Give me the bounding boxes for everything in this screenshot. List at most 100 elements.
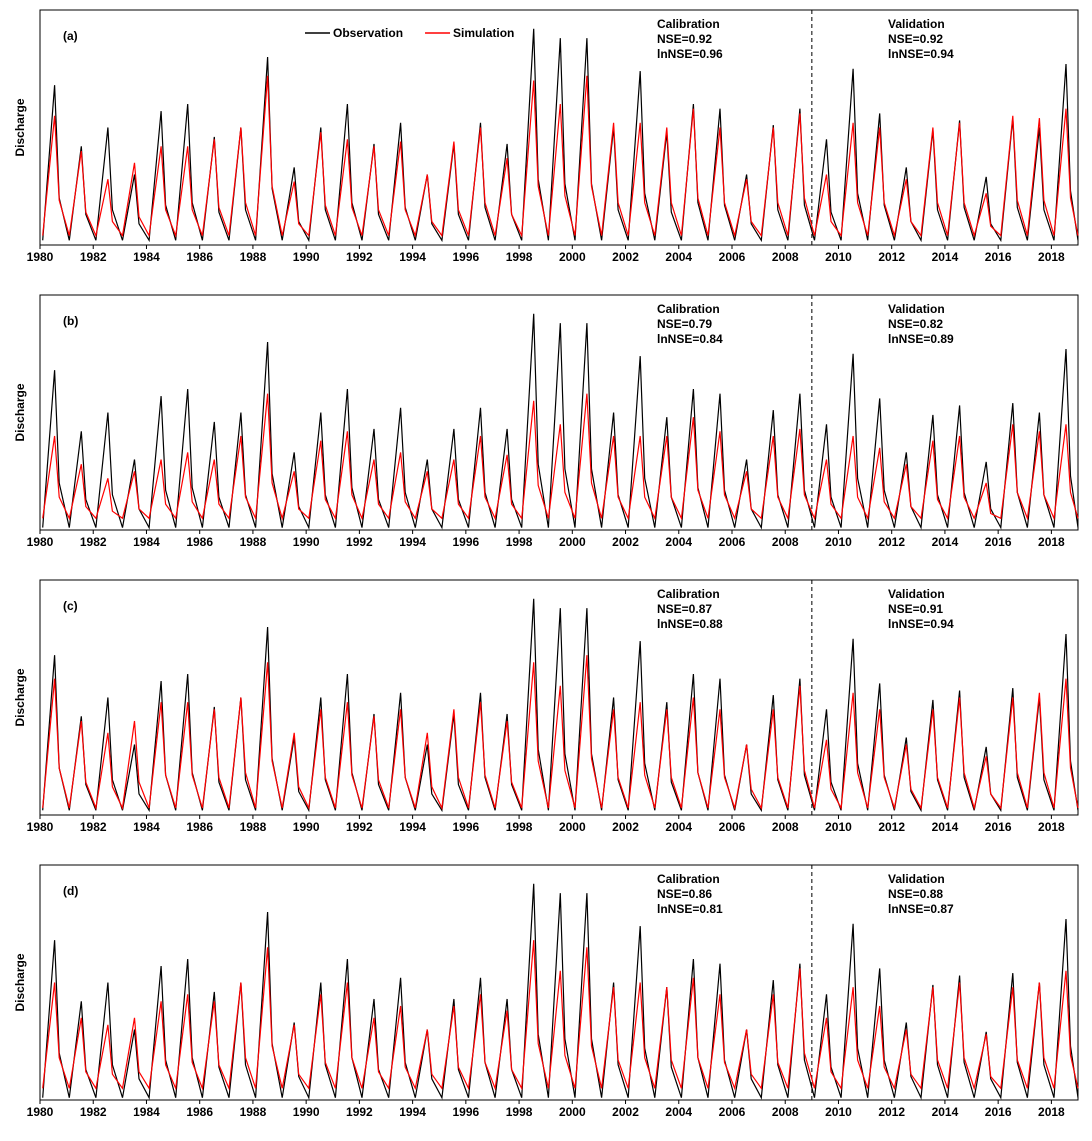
panel-label: (d) [63, 884, 78, 898]
x-tick-label: 1994 [399, 1105, 426, 1119]
x-tick-label: 2008 [772, 250, 799, 264]
x-tick-label: 1984 [133, 820, 160, 834]
x-tick-label: 2002 [612, 250, 639, 264]
x-tick-label: 2010 [825, 250, 852, 264]
annotation: Calibration [657, 872, 720, 886]
x-tick-label: 1980 [27, 820, 54, 834]
x-tick-label: 1980 [27, 535, 54, 549]
x-tick-label: 2012 [878, 820, 905, 834]
x-tick-label: 2000 [559, 250, 586, 264]
annotation: NSE=0.91 [888, 602, 943, 616]
x-tick-label: 1996 [452, 250, 479, 264]
x-tick-label: 1982 [80, 250, 107, 264]
x-tick-label: 1982 [80, 820, 107, 834]
x-tick-label: 2006 [719, 1105, 746, 1119]
x-tick-label: 2000 [559, 820, 586, 834]
annotation: NSE=0.92 [888, 32, 943, 46]
plot-frame [39, 9, 1079, 246]
annotation: Validation [888, 302, 945, 316]
x-tick-label: 1986 [186, 535, 213, 549]
x-tick-label: 1990 [293, 1105, 320, 1119]
x-tick-label: 1992 [346, 820, 373, 834]
x-tick-label: 2004 [665, 250, 692, 264]
x-tick-label: 1992 [346, 250, 373, 264]
x-tick-label: 2004 [665, 820, 692, 834]
annotation: NSE=0.82 [888, 317, 943, 331]
annotation: lnNSE=0.87 [888, 902, 954, 916]
x-tick-label: 1986 [186, 820, 213, 834]
annotation: lnNSE=0.88 [657, 617, 723, 631]
x-tick-label: 1992 [346, 535, 373, 549]
x-tick-label: 2014 [932, 820, 959, 834]
y-axis-label: Discharge [13, 668, 27, 726]
panel-label: (a) [63, 29, 78, 43]
plot-frame [39, 294, 1079, 531]
x-tick-label: 1980 [27, 1105, 54, 1119]
annotation: lnNSE=0.89 [888, 332, 954, 346]
x-tick-label: 1990 [293, 535, 320, 549]
x-tick-label: 1998 [506, 535, 533, 549]
x-tick-label: 2006 [719, 250, 746, 264]
x-tick-label: 1994 [399, 535, 426, 549]
x-tick-label: 2002 [612, 820, 639, 834]
annotation: Calibration [657, 587, 720, 601]
x-tick-label: 2000 [559, 1105, 586, 1119]
x-tick-label: 2016 [985, 535, 1012, 549]
x-tick-label: 2012 [878, 535, 905, 549]
x-tick-label: 2016 [985, 1105, 1012, 1119]
x-tick-label: 1988 [240, 820, 267, 834]
x-tick-label: 2008 [772, 820, 799, 834]
annotation: Validation [888, 587, 945, 601]
legend-label: Observation [333, 26, 403, 40]
x-tick-label: 2002 [612, 535, 639, 549]
annotation: lnNSE=0.94 [888, 617, 954, 631]
x-tick-label: 1988 [240, 535, 267, 549]
series-line [42, 313, 1079, 530]
series-line [42, 75, 1079, 238]
x-tick-label: 2018 [1038, 535, 1065, 549]
annotation: Calibration [657, 17, 720, 31]
annotation: Calibration [657, 302, 720, 316]
x-tick-label: 2016 [985, 820, 1012, 834]
y-axis-label: Discharge [13, 953, 27, 1011]
x-tick-label: 1982 [80, 1105, 107, 1119]
x-tick-label: 2002 [612, 1105, 639, 1119]
series-line [42, 393, 1079, 521]
x-tick-label: 2004 [665, 1105, 692, 1119]
y-axis-label: Discharge [13, 98, 27, 156]
annotation: NSE=0.86 [657, 887, 712, 901]
x-tick-label: 2010 [825, 535, 852, 549]
x-tick-label: 2008 [772, 535, 799, 549]
x-tick-label: 1984 [133, 250, 160, 264]
x-tick-label: 1990 [293, 820, 320, 834]
x-tick-label: 2014 [932, 1105, 959, 1119]
plot-frame [39, 579, 1079, 816]
x-tick-label: 1990 [293, 250, 320, 264]
x-tick-label: 2008 [772, 1105, 799, 1119]
annotation: Validation [888, 17, 945, 31]
panel-label: (b) [63, 314, 78, 328]
x-tick-label: 2018 [1038, 1105, 1065, 1119]
x-tick-label: 2012 [878, 250, 905, 264]
annotation: lnNSE=0.81 [657, 902, 723, 916]
x-tick-label: 2012 [878, 1105, 905, 1119]
x-tick-label: 1996 [452, 535, 479, 549]
x-tick-label: 1980 [27, 250, 54, 264]
x-tick-label: 1998 [506, 820, 533, 834]
y-axis-label: Discharge [13, 383, 27, 441]
x-tick-label: 1996 [452, 1105, 479, 1119]
x-tick-label: 1998 [506, 250, 533, 264]
x-tick-label: 1986 [186, 1105, 213, 1119]
annotation: lnNSE=0.96 [657, 47, 723, 61]
annotation: Validation [888, 872, 945, 886]
x-tick-label: 2010 [825, 1105, 852, 1119]
series-line [42, 940, 1079, 1091]
x-tick-label: 1984 [133, 535, 160, 549]
annotation: NSE=0.92 [657, 32, 712, 46]
annotation: NSE=0.79 [657, 317, 712, 331]
x-tick-label: 2006 [719, 535, 746, 549]
x-tick-label: 1988 [240, 1105, 267, 1119]
x-tick-label: 1986 [186, 250, 213, 264]
x-tick-label: 1994 [399, 820, 426, 834]
